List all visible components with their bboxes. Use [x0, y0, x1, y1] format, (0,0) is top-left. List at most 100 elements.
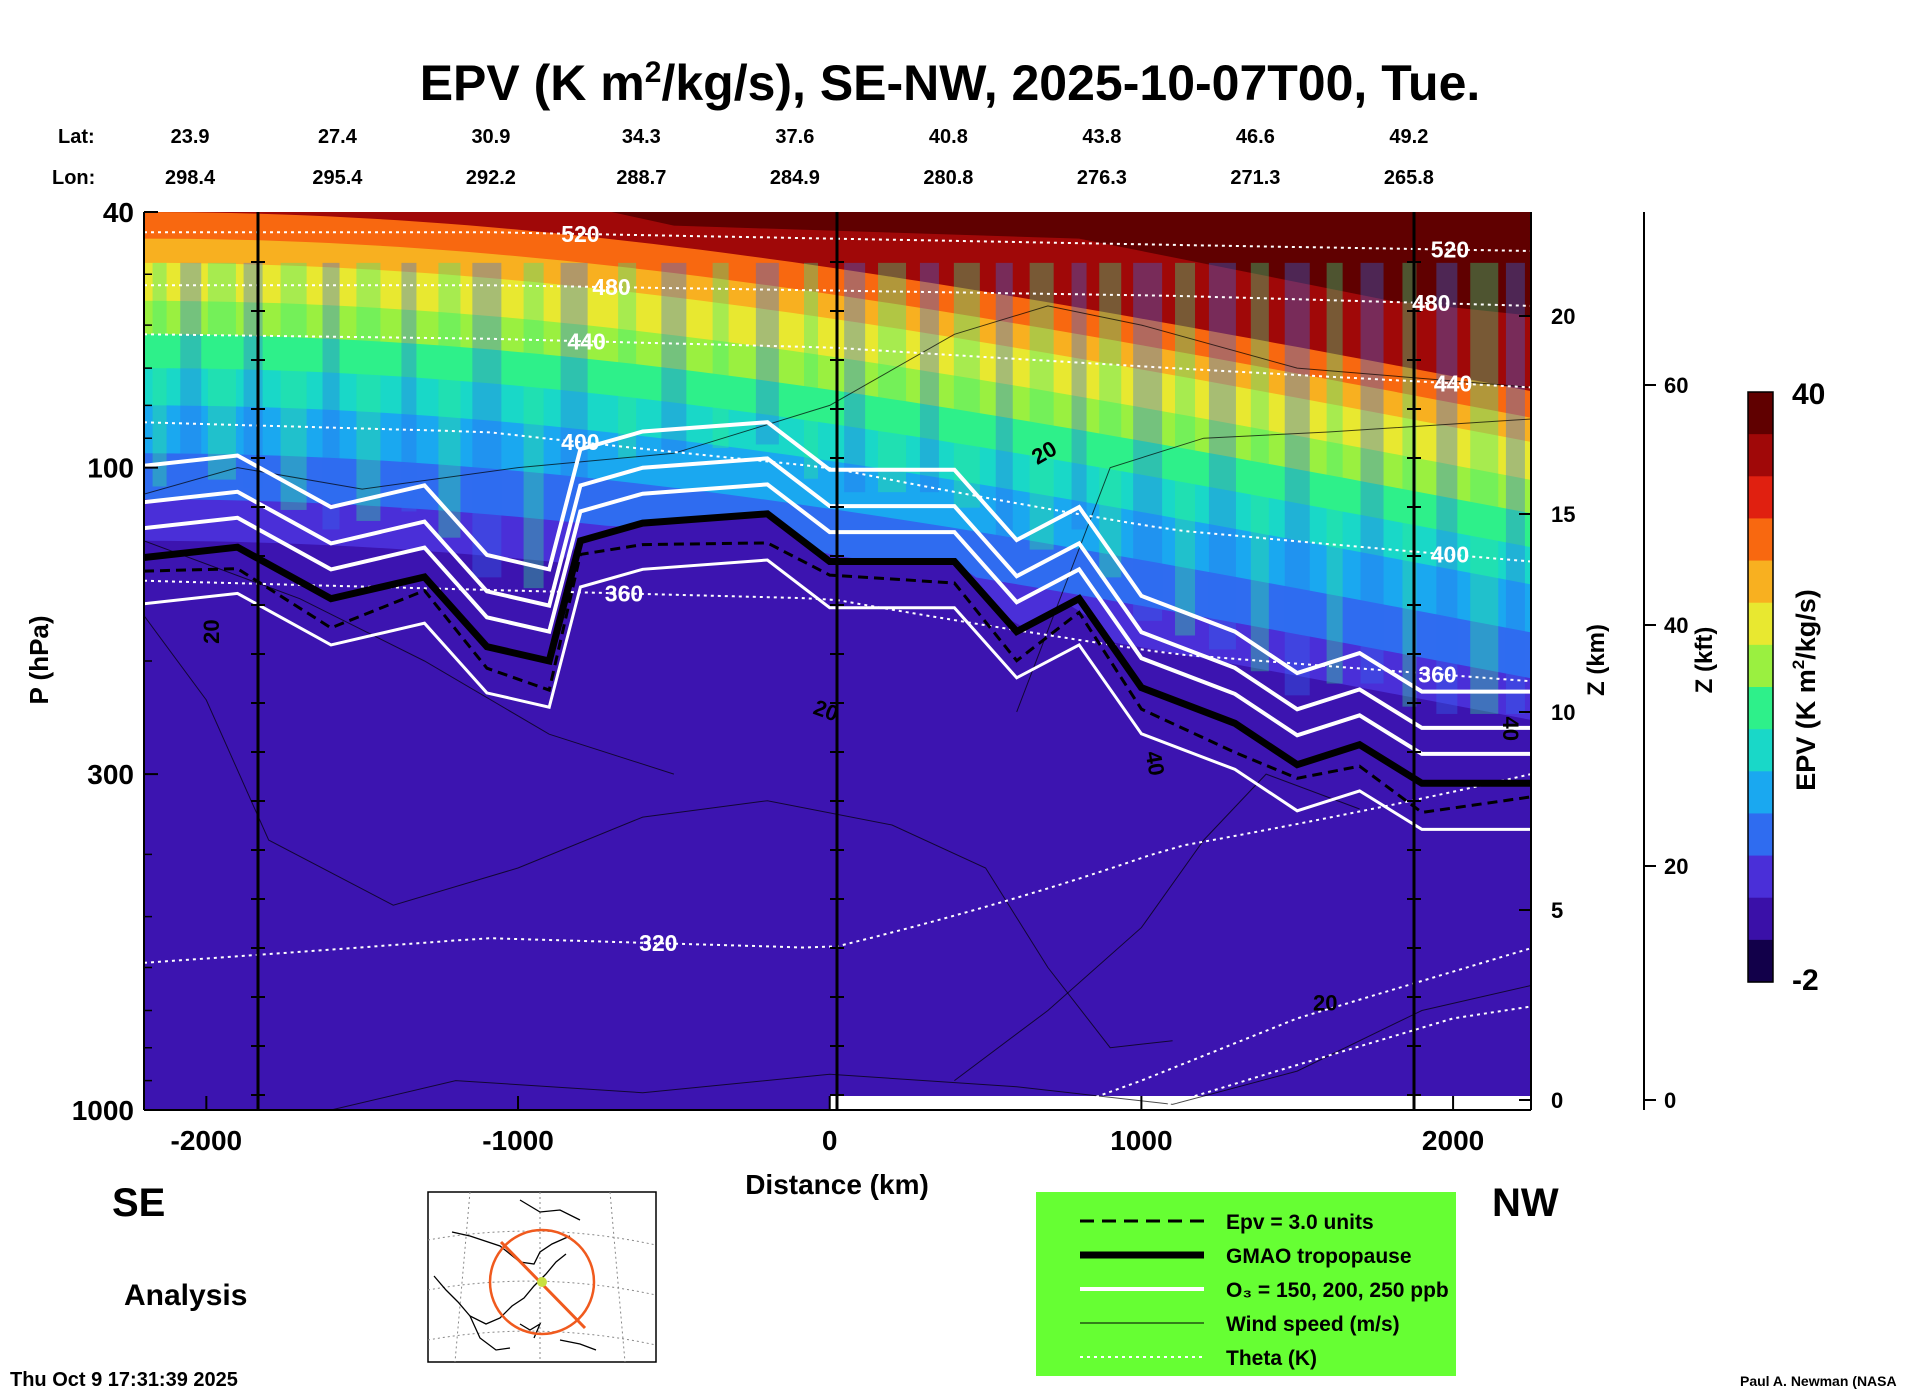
lat-lon-header: 23.9 27.4 30.9 34.3 37.6 40.8 43.8 46.6 49.2 298.…: [165, 126, 1434, 189]
z-km-tick-label: 20: [1551, 304, 1575, 329]
colorbar-max-label: 40: [1792, 378, 1825, 411]
lat-value: 40.8: [929, 126, 968, 148]
legend-label: Epv = 3.0 units: [1226, 1211, 1374, 1234]
epv-stripe: [560, 262, 588, 501]
map-center-point: [537, 1277, 547, 1287]
pressure-tick-label: 300: [87, 759, 134, 790]
colorbar: 40 -2 EPV (K m2/kg/s): [1747, 378, 1825, 997]
z-km-tick-label: 5: [1551, 898, 1563, 923]
colorbar-gradient: [1748, 392, 1773, 983]
theta-label-480: 480: [592, 274, 630, 300]
lon-value: 292.2: [466, 167, 516, 189]
epv-stripe: [1505, 262, 1525, 714]
pressure-ticks: 40 100 300 1000: [72, 197, 158, 1126]
epv-stripe: [1133, 262, 1163, 621]
ground-mask: [829, 1096, 1531, 1110]
colorbar-swatch: [1748, 729, 1773, 772]
ozone-contours: [144, 420, 1531, 831]
theta-label-480: 480: [1412, 290, 1450, 316]
z-kft-axis-label: Z (kft): [1691, 627, 1718, 694]
epv-stripe: [919, 262, 939, 493]
epv-stripe: [1099, 262, 1122, 578]
distance-ticks: -2000 -1000 0 1000 2000: [171, 1096, 1484, 1156]
epv-stripe: [243, 262, 263, 488]
lat-value: 23.9: [171, 126, 210, 148]
distance-tick-label: -1000: [482, 1125, 554, 1156]
x-axis-label: Distance (km): [745, 1169, 929, 1200]
z-km-ticks: 20 15 10 5 0: [1519, 304, 1575, 1113]
distance-tick-label: 0: [822, 1125, 838, 1156]
y-axis-label: P (hPa): [24, 615, 54, 704]
legend-items: Epv = 3.0 units GMAO tropopause O₃ = 150, …: [1080, 1211, 1449, 1370]
theta-label-440: 440: [567, 328, 605, 354]
chart-title: EPV (K m2/kg/s), SE-NW, 2025-10-07T00, T…: [420, 55, 1481, 111]
lon-value: 295.4: [312, 167, 363, 189]
epv-stripe: [953, 262, 980, 508]
map-coastlines: [433, 1199, 597, 1351]
title-superscript: 2: [645, 56, 662, 89]
wind-speed-label: 40: [1498, 717, 1523, 741]
theta-label-520: 520: [561, 221, 599, 247]
distance-tick-label: 1000: [1110, 1125, 1172, 1156]
lat-value: 49.2: [1389, 126, 1428, 148]
wind-speed-label: 40: [1141, 749, 1170, 777]
plot-area: [144, 212, 1531, 1110]
legend: Epv = 3.0 units GMAO tropopause O₃ = 150, …: [1036, 1192, 1456, 1376]
z-kft-tick-label: 60: [1664, 373, 1688, 398]
epv-stripe: [207, 262, 236, 480]
distance-tick-label: 2000: [1422, 1125, 1484, 1156]
theta-label-360: 360: [1418, 661, 1456, 687]
colorbar-swatch: [1748, 771, 1773, 815]
colorbar-swatch: [1748, 560, 1773, 604]
se-label: SE: [112, 1181, 165, 1225]
colorbar-swatch: [1748, 939, 1773, 983]
z-kft-tick-label: 20: [1664, 854, 1688, 879]
epv-stripe: [438, 262, 461, 538]
epv-stripe: [401, 262, 417, 512]
colorbar-swatch: [1748, 687, 1773, 730]
lon-value: 288.7: [616, 167, 666, 189]
legend-label: Wind speed (m/s): [1226, 1313, 1400, 1336]
credit: Paul A. Newman (NASA: [1740, 1373, 1897, 1389]
epv-stripe: [1470, 262, 1499, 714]
pressure-tick-label: 40: [103, 197, 134, 228]
epv-stripe: [1175, 262, 1196, 636]
theta-label-360: 360: [605, 580, 643, 606]
epv-stripe: [152, 262, 167, 487]
lon-value: 280.8: [923, 167, 973, 189]
colorbar-swatch: [1748, 855, 1773, 899]
z-km-tick-label: 0: [1551, 1088, 1563, 1113]
epv-stripe: [878, 262, 907, 493]
epv-stripe: [618, 262, 637, 459]
colorbar-swatch: [1748, 392, 1773, 435]
epv-stripe: [1284, 262, 1310, 696]
epv-stripe: [1436, 262, 1458, 714]
epv-stripe: [661, 262, 687, 452]
epv-stripe: [995, 262, 1013, 550]
z-kft-tick-label: 40: [1664, 613, 1688, 638]
lat-value: 43.8: [1082, 126, 1121, 148]
legend-label: Theta (K): [1226, 1347, 1317, 1370]
z-km-tick-label: 15: [1551, 502, 1575, 527]
theta-label-320: 320: [639, 930, 677, 956]
legend-background: [1036, 1192, 1456, 1376]
ozone-contour: [144, 558, 1531, 831]
colorbar-swatch: [1748, 897, 1773, 941]
epv-stripe: [523, 262, 544, 589]
colorbar-min-label: -2: [1792, 964, 1819, 997]
map-range-circle: [488, 1228, 596, 1336]
lat-value: 27.4: [318, 126, 358, 148]
ozone-contour: [144, 482, 1531, 756]
lat-label: Lat:: [58, 126, 95, 148]
theta-label-400: 400: [561, 429, 599, 455]
wind-speed-contour: [144, 305, 1531, 495]
colorbar-swatch: [1748, 602, 1773, 646]
distance-tick-label: -2000: [171, 1125, 243, 1156]
colorbar-swatch: [1748, 434, 1773, 477]
wind-speed-label: 20: [199, 619, 224, 643]
epv-stripe: [322, 262, 340, 530]
analysis-label: Analysis: [124, 1279, 247, 1312]
lat-value: 46.6: [1236, 126, 1275, 148]
theta-label-400: 400: [1431, 542, 1469, 568]
colorbar-swatch: [1748, 813, 1773, 857]
